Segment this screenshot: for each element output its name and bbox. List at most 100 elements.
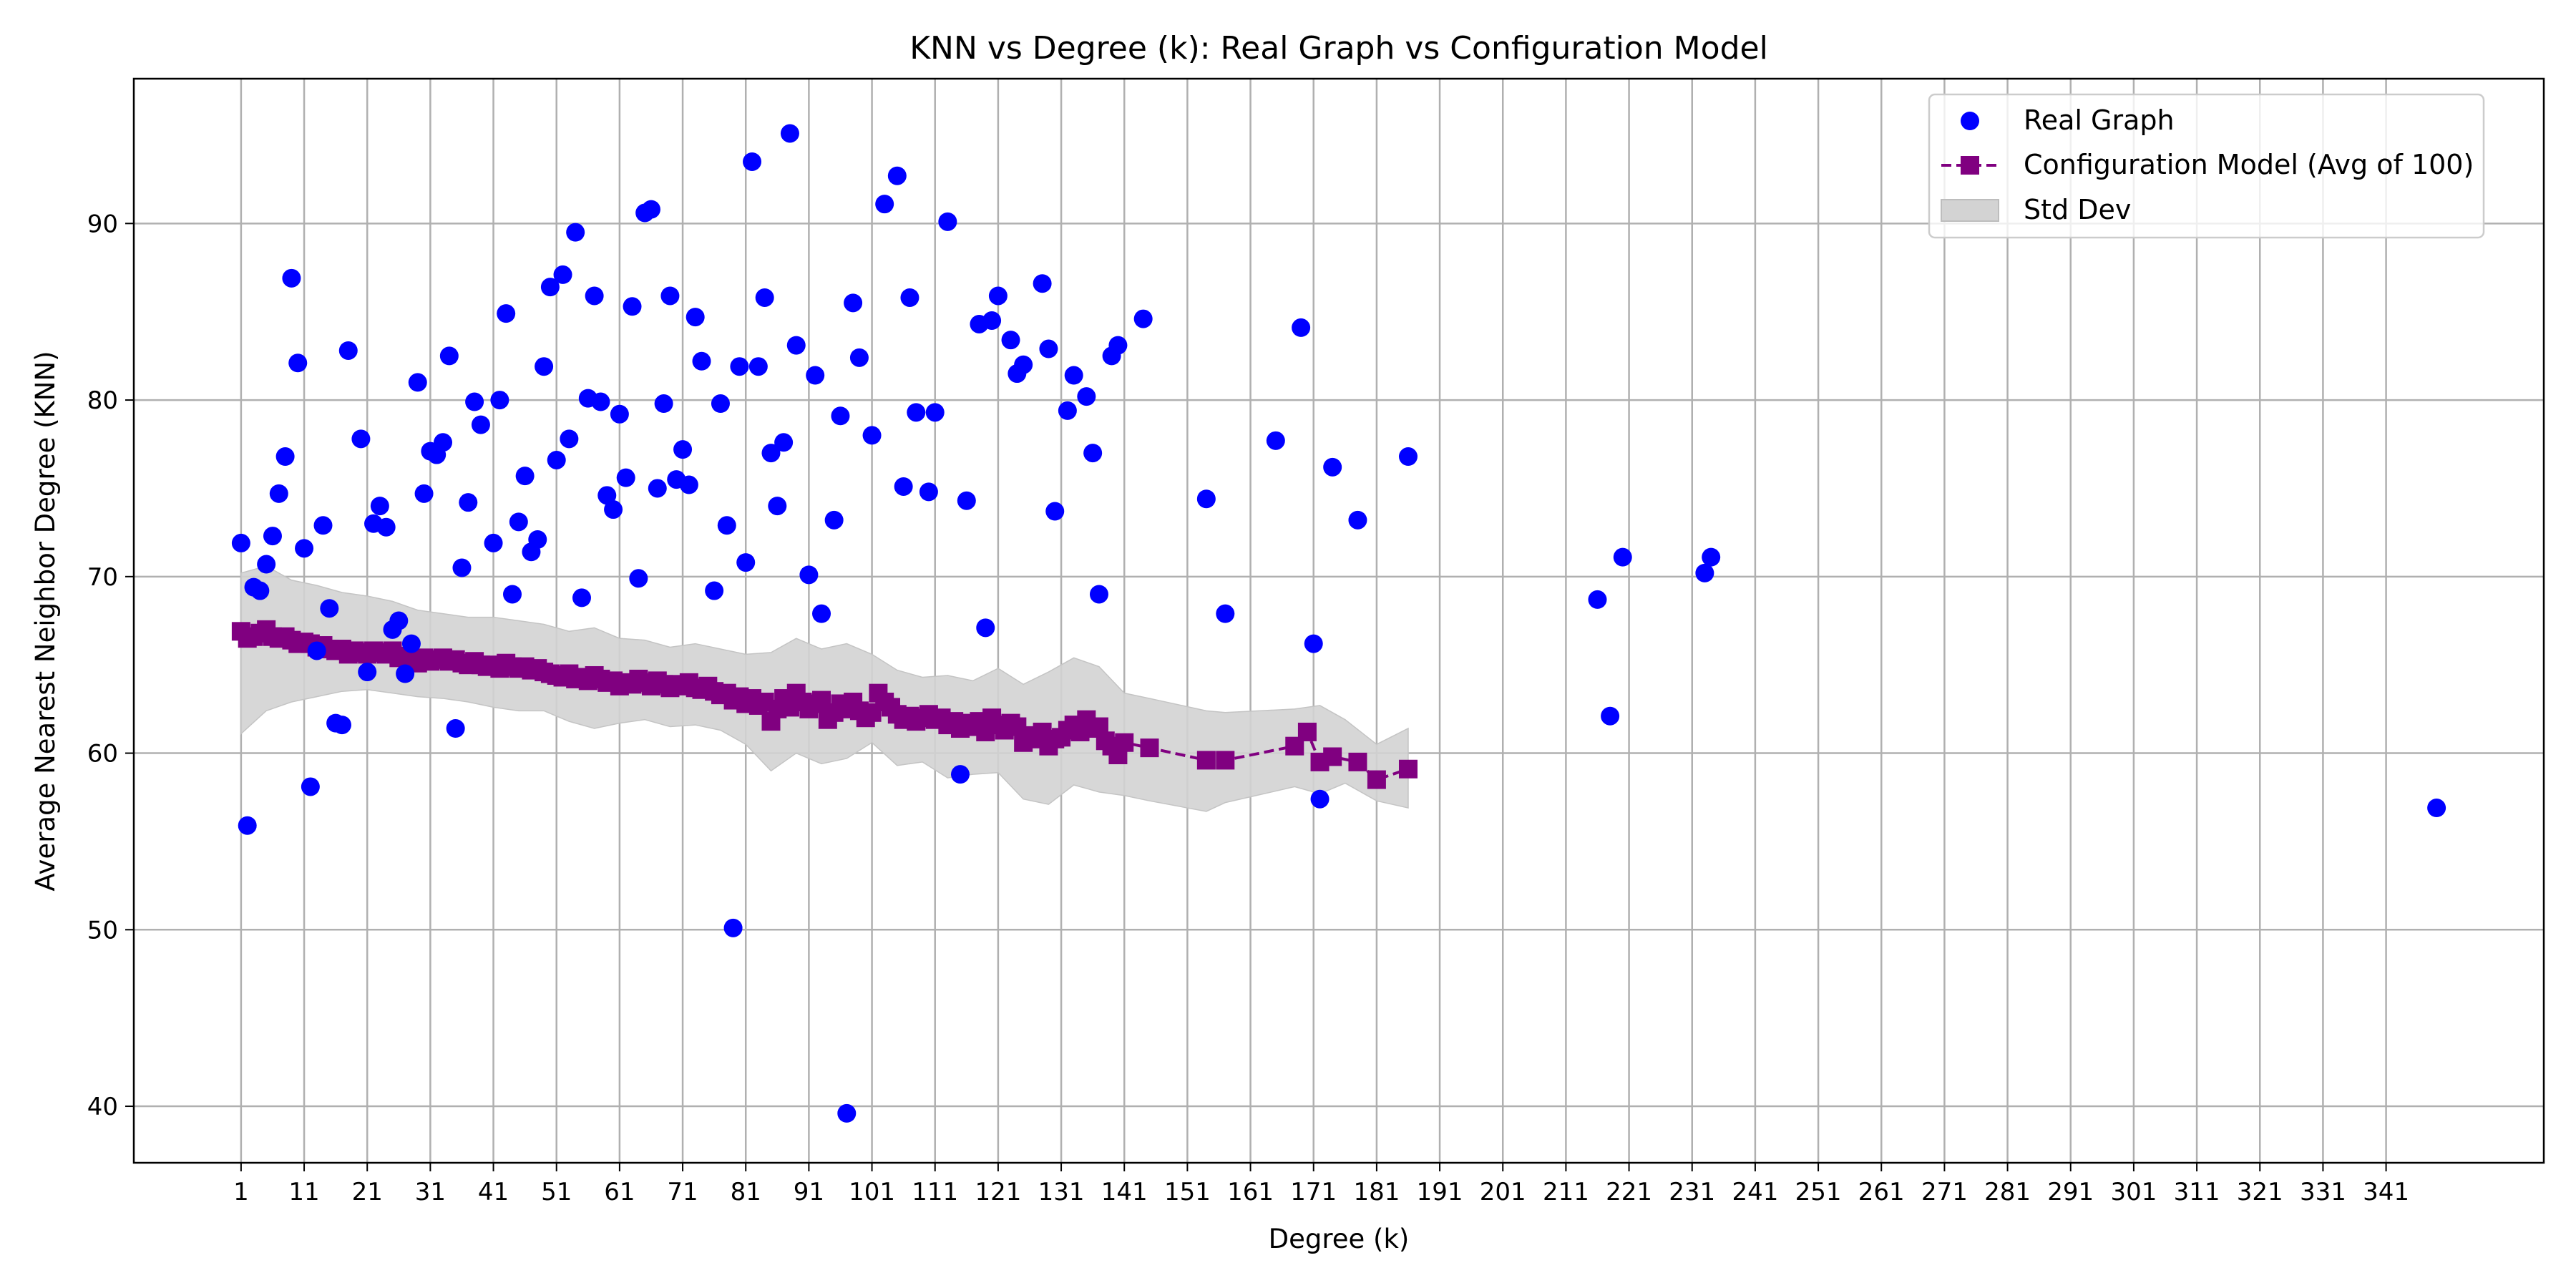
real-graph-point [1398,447,1418,467]
real-graph-series [231,124,2446,1123]
real-graph-point [566,223,585,242]
y-tick-label: 90 [87,210,118,238]
real-graph-point [1702,547,1721,567]
real-graph-point [1089,585,1108,604]
x-tick-label: 71 [667,1178,698,1206]
real-graph-point [389,611,409,630]
real-graph-point [648,479,667,498]
real-graph-point [257,555,276,574]
x-tick-label: 251 [1795,1178,1842,1206]
real-graph-point [1039,339,1058,358]
real-graph-point [654,394,673,414]
x-tick-label: 161 [1227,1178,1274,1206]
real-graph-point [408,373,427,392]
real-graph-point [925,403,945,422]
x-tick-label: 301 [2110,1178,2157,1206]
real-graph-point [1083,444,1103,463]
y-axis-label: Average Nearest Neighbor Degree (KNN) [30,351,61,891]
real-graph-point [723,918,743,937]
real-graph-point [1323,457,1342,477]
config-model-point [1140,738,1159,758]
real-graph-point [1613,547,1632,567]
real-graph-point [1064,366,1083,385]
real-graph-point [705,581,724,600]
config-model-point [1216,751,1235,770]
y-tick-label: 60 [87,740,118,769]
config-model-point [1115,733,1134,752]
real-graph-point [1310,789,1330,809]
real-graph-point [717,516,736,535]
x-axis-label: Degree (k) [1269,1224,1410,1254]
real-graph-point [976,618,995,638]
real-graph-point [988,286,1008,306]
real-graph-point [806,366,825,385]
real-graph-point [528,530,547,549]
real-graph-point [736,553,756,572]
real-graph-point [761,444,781,463]
real-graph-point [849,348,869,367]
real-graph-point [862,426,882,445]
real-graph-point [604,500,623,519]
real-graph-point [812,604,831,623]
real-graph-point [540,278,560,297]
x-tick-label: 21 [352,1178,383,1206]
std-dev-band [240,565,1409,812]
x-tick-label: 141 [1101,1178,1148,1206]
x-tick-label: 41 [478,1178,509,1206]
real-graph-point [414,484,434,503]
x-tick-label: 321 [2237,1178,2283,1206]
real-graph-point [535,357,554,376]
real-graph-point [623,297,642,316]
real-graph-point [351,429,371,449]
legend-label-real-graph: Real Graph [2024,104,2175,136]
x-tick-label: 181 [1353,1178,1400,1206]
x-tick-label: 261 [1858,1178,1905,1206]
real-graph-point [275,447,295,467]
legend-label-config-model: Configuration Model (Avg of 100) [2024,149,2474,180]
x-tick-label: 311 [2174,1178,2220,1206]
plot-frame [132,77,2545,1164]
config-model-point [1348,752,1367,771]
real-graph-point [250,581,270,600]
real-graph-point [301,777,320,796]
real-graph-point [1108,336,1128,355]
real-graph-point [957,491,976,510]
real-graph-point [484,533,503,552]
std-dev-area [240,565,1409,812]
x-tick-label: 51 [541,1178,572,1206]
config-model-point [1297,722,1317,741]
real-graph-point [629,569,648,588]
real-graph-point [1588,590,1607,609]
real-graph-point [919,482,938,502]
real-graph-point [497,304,516,323]
real-graph-point [730,357,749,376]
x-tick-label: 121 [975,1178,1021,1206]
x-tick-label: 331 [2300,1178,2346,1206]
legend-swatch-std-dev [1941,199,1999,222]
config-model-point [1323,747,1342,766]
x-tick-label: 61 [604,1178,635,1206]
real-graph-point [295,539,314,558]
y-axis-ticks: 40 50 60 70 80 90 [87,210,134,1121]
real-graph-point [894,477,913,496]
x-tick-label: 1 [233,1178,249,1206]
real-graph-point [358,663,377,682]
real-graph-point [401,634,421,653]
real-graph-point [641,200,660,219]
real-graph-point [900,288,919,307]
legend: Real Graph Configuration Model (Avg of 1… [1928,93,2485,239]
x-tick-label: 191 [1417,1178,1463,1206]
real-graph-point [459,493,478,512]
x-tick-label: 91 [794,1178,824,1206]
real-graph-point [950,765,970,784]
real-graph-point [686,308,705,327]
real-graph-point [824,510,844,530]
real-graph-point [547,450,566,469]
real-graph-point [231,533,250,552]
x-tick-label: 341 [2363,1178,2409,1206]
real-graph-point [1077,387,1096,406]
legend-marker-real-graph [1961,112,1979,130]
real-graph-point [338,341,358,360]
y-tick-label: 80 [87,386,118,415]
